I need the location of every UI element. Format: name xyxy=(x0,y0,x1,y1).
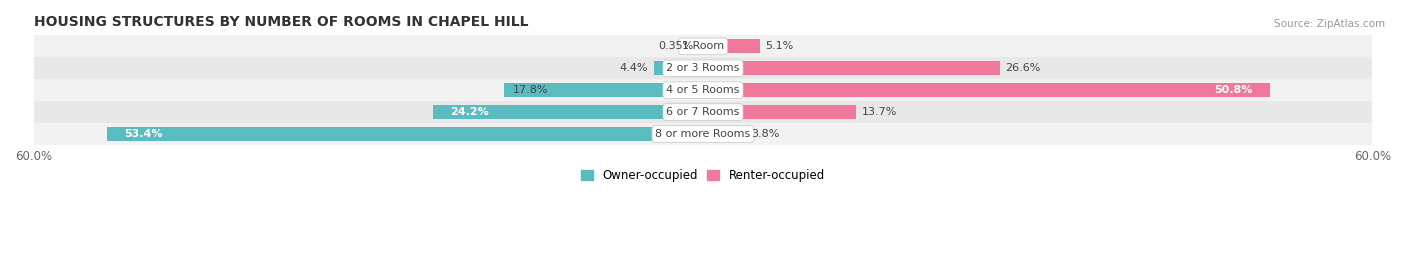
Text: 4 or 5 Rooms: 4 or 5 Rooms xyxy=(666,85,740,95)
Text: 13.7%: 13.7% xyxy=(862,107,897,117)
Bar xyxy=(703,105,856,119)
Bar xyxy=(433,105,703,119)
Bar xyxy=(34,123,1372,145)
Text: 6 or 7 Rooms: 6 or 7 Rooms xyxy=(666,107,740,117)
Bar xyxy=(703,61,1000,75)
Bar xyxy=(654,61,703,75)
Text: 1 Room: 1 Room xyxy=(682,41,724,51)
Text: 17.8%: 17.8% xyxy=(513,85,548,95)
Text: Source: ZipAtlas.com: Source: ZipAtlas.com xyxy=(1274,19,1385,29)
Text: 8 or more Rooms: 8 or more Rooms xyxy=(655,129,751,139)
Bar xyxy=(703,83,1270,97)
Bar xyxy=(34,79,1372,101)
Text: 53.4%: 53.4% xyxy=(124,129,163,139)
Text: 0.35%: 0.35% xyxy=(658,41,693,51)
Bar xyxy=(699,39,703,54)
Text: 50.8%: 50.8% xyxy=(1215,85,1253,95)
Text: 4.4%: 4.4% xyxy=(620,63,648,73)
Bar xyxy=(107,127,703,141)
Text: 2 or 3 Rooms: 2 or 3 Rooms xyxy=(666,63,740,73)
Bar xyxy=(34,101,1372,123)
Bar xyxy=(34,57,1372,79)
Text: 24.2%: 24.2% xyxy=(450,107,488,117)
Bar xyxy=(703,127,745,141)
Bar xyxy=(34,36,1372,57)
Text: 5.1%: 5.1% xyxy=(765,41,794,51)
Text: 3.8%: 3.8% xyxy=(751,129,779,139)
Text: 26.6%: 26.6% xyxy=(1005,63,1040,73)
Bar xyxy=(505,83,703,97)
Text: HOUSING STRUCTURES BY NUMBER OF ROOMS IN CHAPEL HILL: HOUSING STRUCTURES BY NUMBER OF ROOMS IN… xyxy=(34,15,529,29)
Legend: Owner-occupied, Renter-occupied: Owner-occupied, Renter-occupied xyxy=(576,165,830,187)
Bar xyxy=(703,39,759,54)
